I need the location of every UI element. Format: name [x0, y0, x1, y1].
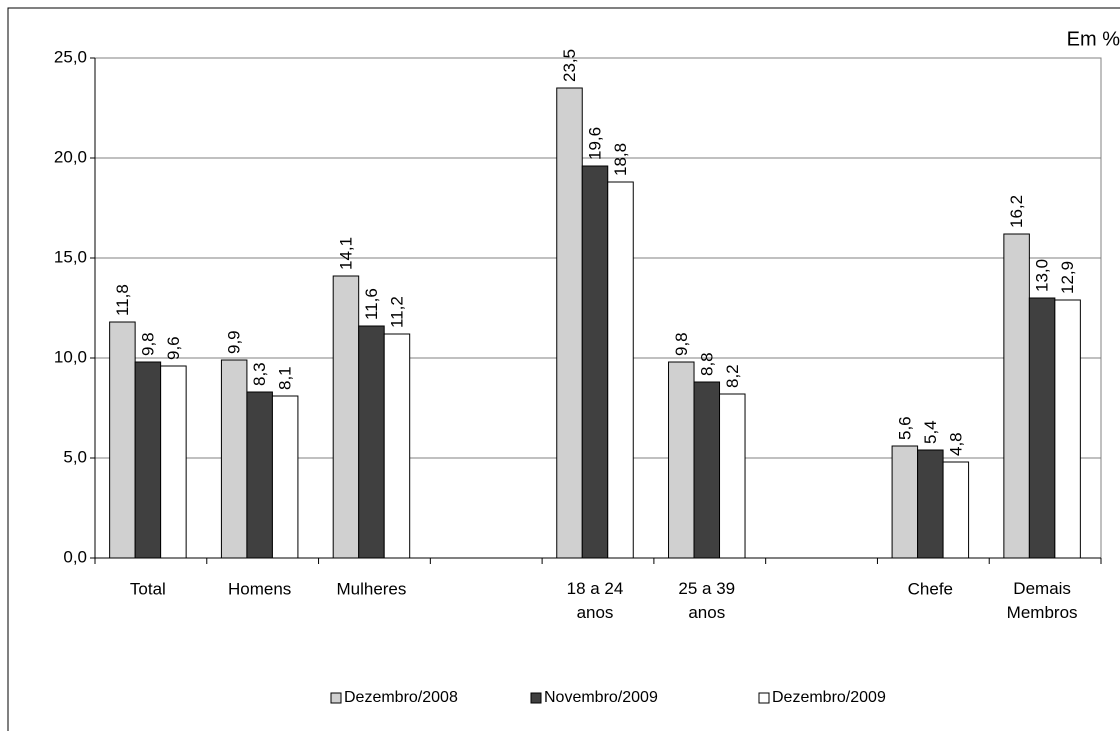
- value-label: 11,2: [387, 296, 406, 328]
- value-label: 16,2: [1007, 195, 1026, 228]
- x-tick-label: Chefe: [908, 579, 953, 598]
- y-tick-label: 20,0: [54, 147, 87, 166]
- value-label: 8,3: [250, 362, 269, 386]
- y-tick-label: 15,0: [54, 247, 87, 266]
- bar: [246, 391, 273, 559]
- x-tick-label: Mulheres: [336, 579, 406, 598]
- x-tick-label: 18 a 24 anos: [567, 579, 624, 622]
- value-label: 4,8: [946, 432, 965, 456]
- bar: [668, 361, 695, 559]
- bar: [134, 361, 162, 559]
- y-tick-label: 10,0: [54, 347, 87, 366]
- bar: [942, 461, 970, 559]
- bar: [693, 381, 721, 559]
- value-label: 9,8: [672, 332, 691, 356]
- bar: [1054, 299, 1081, 559]
- value-label: 11,8: [113, 284, 132, 316]
- x-tick-label: Demais Membros: [1007, 579, 1078, 622]
- value-label: 12,9: [1058, 261, 1077, 294]
- bar: [383, 333, 411, 559]
- bar: [271, 395, 299, 559]
- y-tick-label: 5,0: [63, 447, 87, 466]
- bar: [220, 359, 248, 559]
- value-label: 8,2: [723, 364, 742, 388]
- y-tick-label: 0,0: [63, 547, 87, 566]
- value-label: 19,6: [585, 127, 604, 160]
- bar: [556, 87, 583, 559]
- legend-swatch: [330, 692, 342, 704]
- value-label: 9,9: [225, 330, 244, 354]
- bar: [581, 165, 609, 559]
- bar: [109, 321, 136, 559]
- x-tick-label: Total: [130, 579, 166, 598]
- value-label: 9,6: [164, 336, 183, 360]
- value-label: 11,6: [362, 288, 381, 320]
- bar: [607, 181, 634, 559]
- value-label: 9,8: [138, 332, 157, 356]
- value-label: 5,6: [895, 416, 914, 440]
- x-tick-label: Homens: [228, 579, 291, 598]
- value-label: 8,8: [697, 352, 716, 376]
- legend-label: Novembro/2009: [544, 689, 658, 706]
- legend-label: Dezembro/2008: [344, 689, 458, 706]
- bar: [358, 325, 385, 559]
- bar: [1028, 297, 1056, 559]
- legend-swatch: [530, 692, 542, 704]
- bar: [719, 393, 746, 559]
- legend-label: Dezembro/2009: [772, 689, 886, 706]
- bar: [1003, 233, 1030, 559]
- value-label: 18,8: [611, 143, 630, 176]
- unit-annotation: Em %: [1067, 28, 1120, 50]
- x-tick-label: 25 a 39 anos: [678, 579, 735, 622]
- value-label: 5,4: [921, 420, 940, 444]
- legend-swatch: [758, 692, 770, 704]
- value-label: 14,1: [336, 237, 355, 270]
- value-label: 8,1: [276, 366, 295, 390]
- y-tick-label: 25,0: [54, 47, 87, 66]
- value-label: 13,0: [1033, 259, 1052, 292]
- bar: [160, 365, 187, 559]
- bar: [332, 275, 360, 559]
- bar: [917, 449, 944, 559]
- value-label: 23,5: [560, 49, 579, 82]
- bar: [891, 445, 919, 559]
